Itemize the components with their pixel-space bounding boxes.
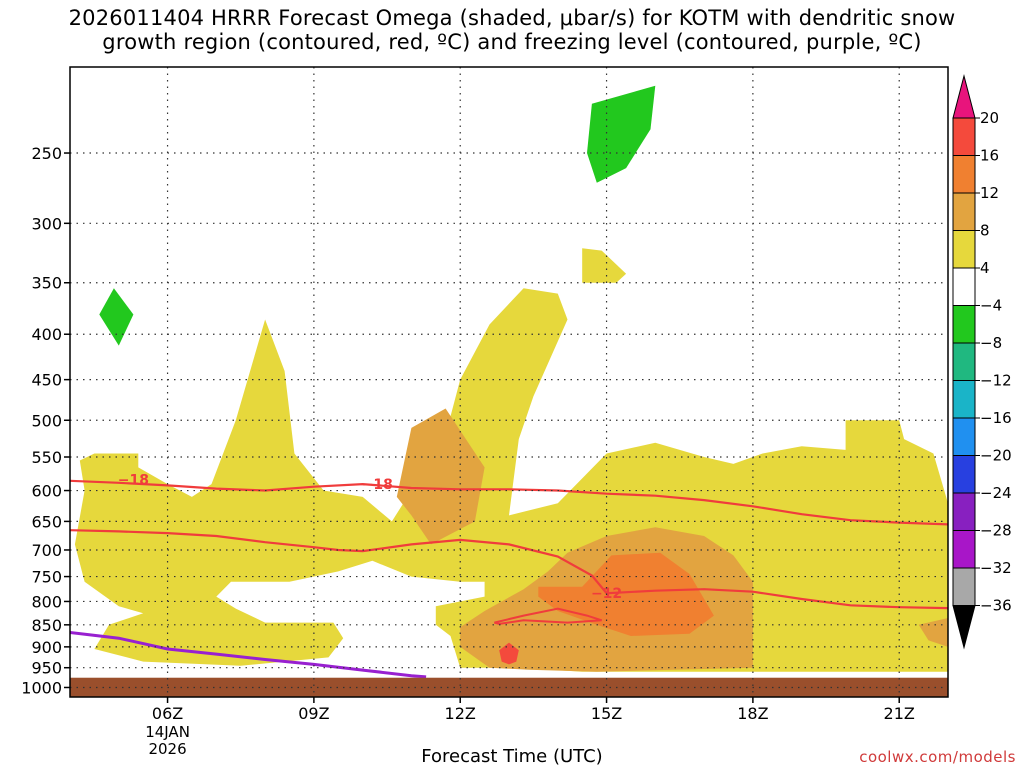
colorbar-bin: [952, 305, 976, 344]
omega-shade-8-12: [396, 408, 485, 545]
y-tick-label: 850: [31, 616, 62, 635]
y-tick-label: 400: [31, 325, 62, 344]
x-tick-label: 12Z: [445, 704, 476, 723]
y-tick-label: 800: [31, 592, 62, 611]
plot-area: −18 −18−12: [70, 85, 948, 697]
y-tick-label: 250: [31, 144, 62, 163]
x-tick-label: 09Z: [298, 704, 329, 723]
colorbar-bin: [952, 230, 976, 269]
colorbar-bin: [952, 267, 976, 306]
colorbar-bin: [952, 530, 976, 569]
terrain-fill: [70, 677, 948, 697]
colorbar-bin: [952, 492, 976, 531]
shaded-fields: −18 −18−12: [70, 85, 948, 697]
colorbar-label: −24: [980, 484, 1012, 502]
omega-shade-8-12: [918, 618, 948, 647]
colorbar-bin: [952, 567, 976, 606]
x-tick-label: 21Z: [884, 704, 915, 723]
omega-shade-neg-left: [99, 288, 134, 346]
contour-label: −18: [118, 472, 149, 488]
x-tick-label: 15Z: [591, 704, 622, 723]
omega-shade-neg-upper: [587, 85, 656, 183]
y-tick-label: 600: [31, 482, 62, 501]
colorbar-bin: [952, 380, 976, 419]
y-tick-label: 900: [31, 638, 62, 657]
y-tick-label: 1000: [21, 678, 62, 697]
omega-shade-4-8-small: [582, 248, 627, 283]
colorbar-bin: [952, 192, 976, 231]
colorbar: 20 16 12 8 4 −4 −8 −12 −16 −20 −24 −28 −32 −36: [952, 74, 1012, 650]
colorbar-top-arrow: [952, 74, 976, 119]
axes: 250 300 350 400 450 500 550 600 650 700 750 800 850 9…: [21, 66, 949, 758]
y-tick-label: 500: [31, 411, 62, 430]
colorbar-label: 8: [980, 222, 990, 240]
colorbar-label: −8: [980, 334, 1002, 352]
colorbar-label: −12: [980, 372, 1012, 390]
colorbar-label: −32: [980, 559, 1012, 577]
dendritic-contour: [70, 529, 948, 610]
colorbar-label: 12: [980, 184, 999, 202]
site-credit[interactable]: coolwx.com/models: [859, 748, 1016, 766]
colorbar-label: 20: [980, 109, 999, 127]
colorbar-label: −16: [980, 409, 1012, 427]
y-tick-label: 700: [31, 541, 62, 560]
y-tick-label: 950: [31, 659, 62, 678]
colorbar-bottom-arrow: [952, 605, 976, 650]
colorbar-label: 16: [980, 147, 999, 165]
colorbar-bin: [952, 455, 976, 494]
dendritic-contour-loop: [494, 607, 603, 625]
colorbar-bin: [952, 342, 976, 381]
y-tick-label: 450: [31, 371, 62, 390]
plot-frame: [69, 66, 949, 698]
contour-label: −18: [362, 477, 393, 493]
x-tick-label: 06Z: [152, 704, 183, 723]
y-tick-label: 650: [31, 512, 62, 531]
title-line-1: 2026011404 HRRR Forecast Omega (shaded, …: [68, 6, 956, 30]
colorbar-label: 4: [980, 259, 990, 277]
y-tick-label: 750: [31, 568, 62, 587]
colorbar-label: −36: [980, 597, 1012, 615]
date-label: 14JAN: [145, 723, 190, 741]
freezing-level-line: [70, 631, 427, 679]
y-tick-label: 300: [31, 214, 62, 233]
date-label: 2026: [148, 740, 186, 758]
y-tick-label: 550: [31, 448, 62, 467]
colorbar-bin: [952, 417, 976, 456]
chart-title: 2026011404 HRRR Forecast Omega (shaded, …: [0, 6, 1024, 54]
colorbar-label: −4: [980, 297, 1002, 315]
title-line-2: growth region (contoured, red, ºC) and f…: [102, 30, 922, 54]
dendritic-contour: [70, 479, 948, 526]
y-tick-label: 350: [31, 274, 62, 293]
colorbar-bin: [952, 155, 976, 194]
colorbar-bin: [952, 117, 976, 156]
colorbar-label: −20: [980, 447, 1012, 465]
x-axis-label: Forecast Time (UTC): [421, 746, 603, 767]
colorbar-label: −28: [980, 522, 1012, 540]
omega-shade-16-20: [499, 642, 519, 665]
x-tick-label: 18Z: [737, 704, 768, 723]
